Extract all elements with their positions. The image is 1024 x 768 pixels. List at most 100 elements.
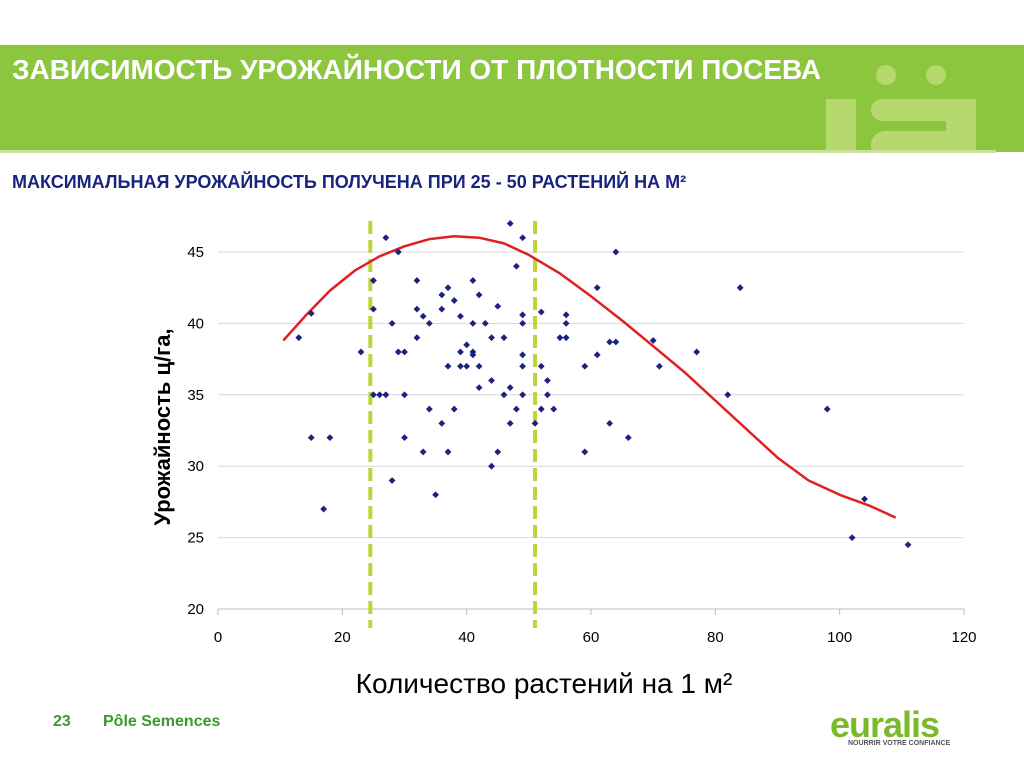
scatter-point [537, 405, 545, 413]
scatter-point [413, 277, 421, 284]
scatter-point [562, 311, 570, 319]
logo-wordmark: euralis [830, 704, 940, 745]
scatter-point [537, 362, 545, 370]
header-divider [0, 150, 996, 153]
scatter-point [444, 284, 452, 292]
scatter-point [438, 419, 446, 427]
scatter-point [612, 248, 620, 256]
header-decoration-icon [826, 65, 976, 152]
euralis-logo: euralis NOURRIR VOTRE CONFIANCE [830, 704, 950, 747]
scatter-point [481, 320, 489, 327]
scatter-point [593, 351, 601, 359]
scatter-point [444, 362, 452, 370]
x-tick-label: 100 [827, 629, 852, 646]
x-tick-label: 60 [583, 629, 600, 646]
scatter-point [500, 391, 508, 399]
scatter-point [419, 312, 427, 320]
scatter-point [494, 448, 502, 456]
title-banner: ЗАВИСИМОСТЬ УРОЖАЙНОСТИ ОТ ПЛОТНОСТИ ПОС… [0, 45, 1024, 152]
scatter-point [861, 495, 868, 503]
y-tick-label: 30 [187, 458, 204, 475]
page-number: 23 [53, 713, 71, 730]
scatter-point [513, 405, 520, 413]
scatter-point [724, 391, 732, 399]
scatter-point [544, 391, 551, 399]
slide-subtitle: МАКСИМАЛЬНАЯ УРОЖАЙНОСТЬ ПОЛУЧЕНА ПРИ 25… [12, 172, 687, 192]
scatter-point [370, 305, 377, 313]
y-tick-label: 45 [187, 244, 204, 261]
scatter-point [457, 348, 464, 356]
scatter-point [488, 377, 495, 384]
scatter-point [438, 291, 446, 299]
scatter-point [475, 384, 483, 392]
scatter-point [488, 334, 495, 342]
scatter-point [488, 462, 495, 470]
scatter-point [394, 348, 402, 356]
y-tick-label: 40 [187, 315, 204, 332]
scatter-point [401, 391, 408, 399]
scatter-point [519, 351, 527, 359]
logo-tagline: NOURRIR VOTRE CONFIANCE [848, 740, 951, 747]
scatter-point [388, 320, 396, 327]
scatter-point [469, 351, 477, 359]
scatter-point [295, 334, 303, 342]
scatter-point [450, 297, 458, 304]
scatter-point [401, 348, 408, 356]
scatter-point [736, 284, 744, 292]
scatter-point [624, 434, 632, 442]
y-tick-label: 35 [187, 387, 204, 404]
scatter-point [519, 311, 527, 319]
scatter-point [556, 334, 564, 342]
scatter-point [904, 541, 912, 549]
scatter-point [457, 312, 464, 320]
scatter-point [326, 434, 334, 442]
scatter-point [457, 362, 464, 370]
scatter-point [432, 491, 439, 499]
scatter-point [444, 448, 452, 456]
x-tick-label: 120 [951, 629, 976, 646]
scatter-point [419, 448, 427, 456]
scatter-point [413, 305, 421, 313]
scatter-point [413, 334, 421, 342]
scatter-point [581, 362, 589, 370]
y-tick-label: 25 [187, 530, 204, 547]
x-tick-label: 80 [707, 629, 724, 646]
scatter-point [475, 291, 483, 299]
footer-text: Pôle Semences [103, 713, 221, 730]
scatter-point [463, 362, 471, 370]
scatter-point [425, 405, 433, 413]
scatter-point [649, 337, 657, 344]
scatter-point [519, 320, 527, 327]
scatter-point [307, 310, 315, 317]
scatter-point [550, 405, 558, 413]
scatter-point [506, 419, 514, 427]
scatter-point [655, 362, 663, 370]
slide-title: ЗАВИСИМОСТЬ УРОЖАЙНОСТИ ОТ ПЛОТНОСТИ ПОС… [12, 54, 822, 85]
scatter-point [506, 220, 514, 227]
scatter-point [513, 262, 520, 270]
scatter-point [357, 348, 365, 356]
scatter-point [388, 477, 396, 484]
scatter-point [320, 505, 328, 513]
x-tick-label: 0 [214, 629, 222, 646]
scatter-point [519, 234, 527, 242]
scatter-point [531, 419, 539, 427]
x-axis-label: Количество растений на 1 м² [356, 668, 733, 699]
scatter-point [394, 248, 402, 256]
scatter-point [506, 384, 514, 392]
scatter-point [537, 308, 545, 316]
scatter-point [562, 334, 570, 342]
scatter-point [370, 277, 377, 284]
scatter-point [693, 348, 701, 356]
scatter-point [562, 320, 570, 327]
scatter-point [606, 419, 614, 427]
scatter-point [401, 434, 408, 442]
scatter-point [494, 302, 502, 310]
y-axis-label: Урожайность ц/га, [150, 328, 175, 525]
scatter-point [606, 338, 614, 346]
scatter-point [593, 284, 601, 292]
scatter-point [469, 320, 477, 327]
scatter-point [475, 362, 483, 370]
scatter-point [500, 334, 508, 342]
